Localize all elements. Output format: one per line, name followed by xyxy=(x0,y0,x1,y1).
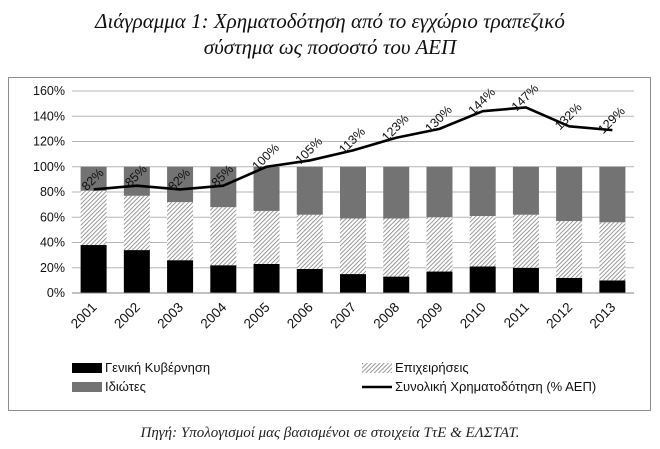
bar-government-2009 xyxy=(426,271,453,293)
chart-title-line-2: σύστημα ως ποσοστό του ΑΕΠ xyxy=(203,35,457,59)
bar-government-2004 xyxy=(210,265,237,293)
y-tick-label: 80% xyxy=(40,185,65,199)
chart-frame xyxy=(8,77,651,411)
bar-private-2013 xyxy=(599,166,626,223)
bar-government-2003 xyxy=(167,260,194,293)
y-tick-label: 0% xyxy=(47,286,65,300)
bar-business-2012 xyxy=(556,221,583,278)
x-tick-label: 2008 xyxy=(370,300,402,332)
y-tick-label: 120% xyxy=(33,135,65,149)
x-tick-label: 2005 xyxy=(241,300,273,332)
x-tick-label: 2002 xyxy=(111,300,143,332)
bar-business-2011 xyxy=(512,214,539,268)
x-tick-label: 2004 xyxy=(198,299,230,331)
legend-business-label: Επιχειρήσεις xyxy=(395,360,469,375)
bar-private-2011 xyxy=(512,166,539,215)
chart-title-line-1: Διάγραμμα 1: Χρηματοδότηση από το εγχώρι… xyxy=(95,9,565,33)
source-note: Πηγή: Υπολογισμοί μας βασισμένοι σε στοι… xyxy=(140,425,520,441)
bar-business-2003 xyxy=(167,202,194,261)
legend-private-label: Ιδιώτες xyxy=(105,379,146,394)
legend-total-line-label: Συνολική Χρηματοδότηση (% ΑΕΠ) xyxy=(395,379,596,394)
x-tick-label: 2009 xyxy=(414,300,446,332)
line-data-label: 130% xyxy=(422,103,455,136)
bar-government-2012 xyxy=(556,277,583,293)
x-tick-label: 2011 xyxy=(501,300,532,331)
legend-government-label: Γενική Κυβέρνηση xyxy=(105,360,210,375)
bar-business-2007 xyxy=(340,218,366,275)
bar-private-2012 xyxy=(556,166,583,222)
legend-government-swatch xyxy=(72,363,102,373)
bar-business-2009 xyxy=(426,217,453,272)
bar-government-2008 xyxy=(383,276,410,293)
y-tick-label: 20% xyxy=(40,261,65,275)
bar-business-2005 xyxy=(253,210,280,264)
bar-private-2001 xyxy=(80,166,107,191)
line-data-label: 129% xyxy=(595,104,628,137)
legend-government: Γενική Κυβέρνηση xyxy=(72,360,210,375)
chart-title: Διάγραμμα 1: Χρηματοδότηση από το εγχώρι… xyxy=(0,8,660,60)
x-tick-label: 2010 xyxy=(457,300,489,332)
x-tick-label: 2013 xyxy=(587,300,619,332)
bar-private-2008 xyxy=(383,166,410,219)
y-tick-label: 40% xyxy=(40,236,65,250)
legend-private-swatch xyxy=(72,382,102,392)
bar-business-2006 xyxy=(296,214,323,270)
y-tick-label: 140% xyxy=(33,109,65,123)
total-financing-line xyxy=(93,106,613,191)
x-tick-label: 2012 xyxy=(543,300,575,332)
x-tick-label: 2001 xyxy=(68,300,100,332)
bar-government-2001 xyxy=(80,245,107,293)
x-tick-label: 2006 xyxy=(284,300,316,332)
bar-government-2005 xyxy=(253,263,280,293)
y-tick-label: 160% xyxy=(33,84,65,98)
x-tick-label: 2003 xyxy=(154,300,186,332)
bar-business-2004 xyxy=(210,207,237,266)
legend-total-line: Συνολική Χρηματοδότηση (% ΑΕΠ) xyxy=(362,379,596,394)
bar-private-2003 xyxy=(167,166,194,203)
y-tick-label: 100% xyxy=(33,160,65,174)
bar-private-2006 xyxy=(296,166,323,215)
line-data-label: 105% xyxy=(293,134,326,167)
bar-government-2011 xyxy=(512,267,539,293)
bar-private-2002 xyxy=(123,166,150,196)
y-tick-label: 60% xyxy=(40,210,65,224)
bar-government-2010 xyxy=(469,266,496,293)
x-tick-label: 2007 xyxy=(327,300,359,332)
legend-business: Επιχειρήσεις xyxy=(362,360,469,375)
bar-business-2010 xyxy=(469,215,496,267)
bar-business-2001 xyxy=(80,190,107,246)
bar-government-2002 xyxy=(123,250,150,293)
bar-government-2013 xyxy=(599,280,626,293)
bar-business-2002 xyxy=(123,195,150,251)
bar-government-2006 xyxy=(296,269,323,293)
bar-private-2010 xyxy=(469,166,496,216)
bar-private-2007 xyxy=(340,166,366,219)
bar-business-2013 xyxy=(599,222,626,281)
bar-government-2007 xyxy=(340,274,366,293)
legend-private: Ιδιώτες xyxy=(72,379,146,394)
bar-private-2005 xyxy=(253,166,280,211)
bar-private-2009 xyxy=(426,166,453,218)
bar-business-2008 xyxy=(383,218,410,277)
legend-business-swatch xyxy=(362,363,392,373)
line-data-label: 147% xyxy=(509,81,542,114)
